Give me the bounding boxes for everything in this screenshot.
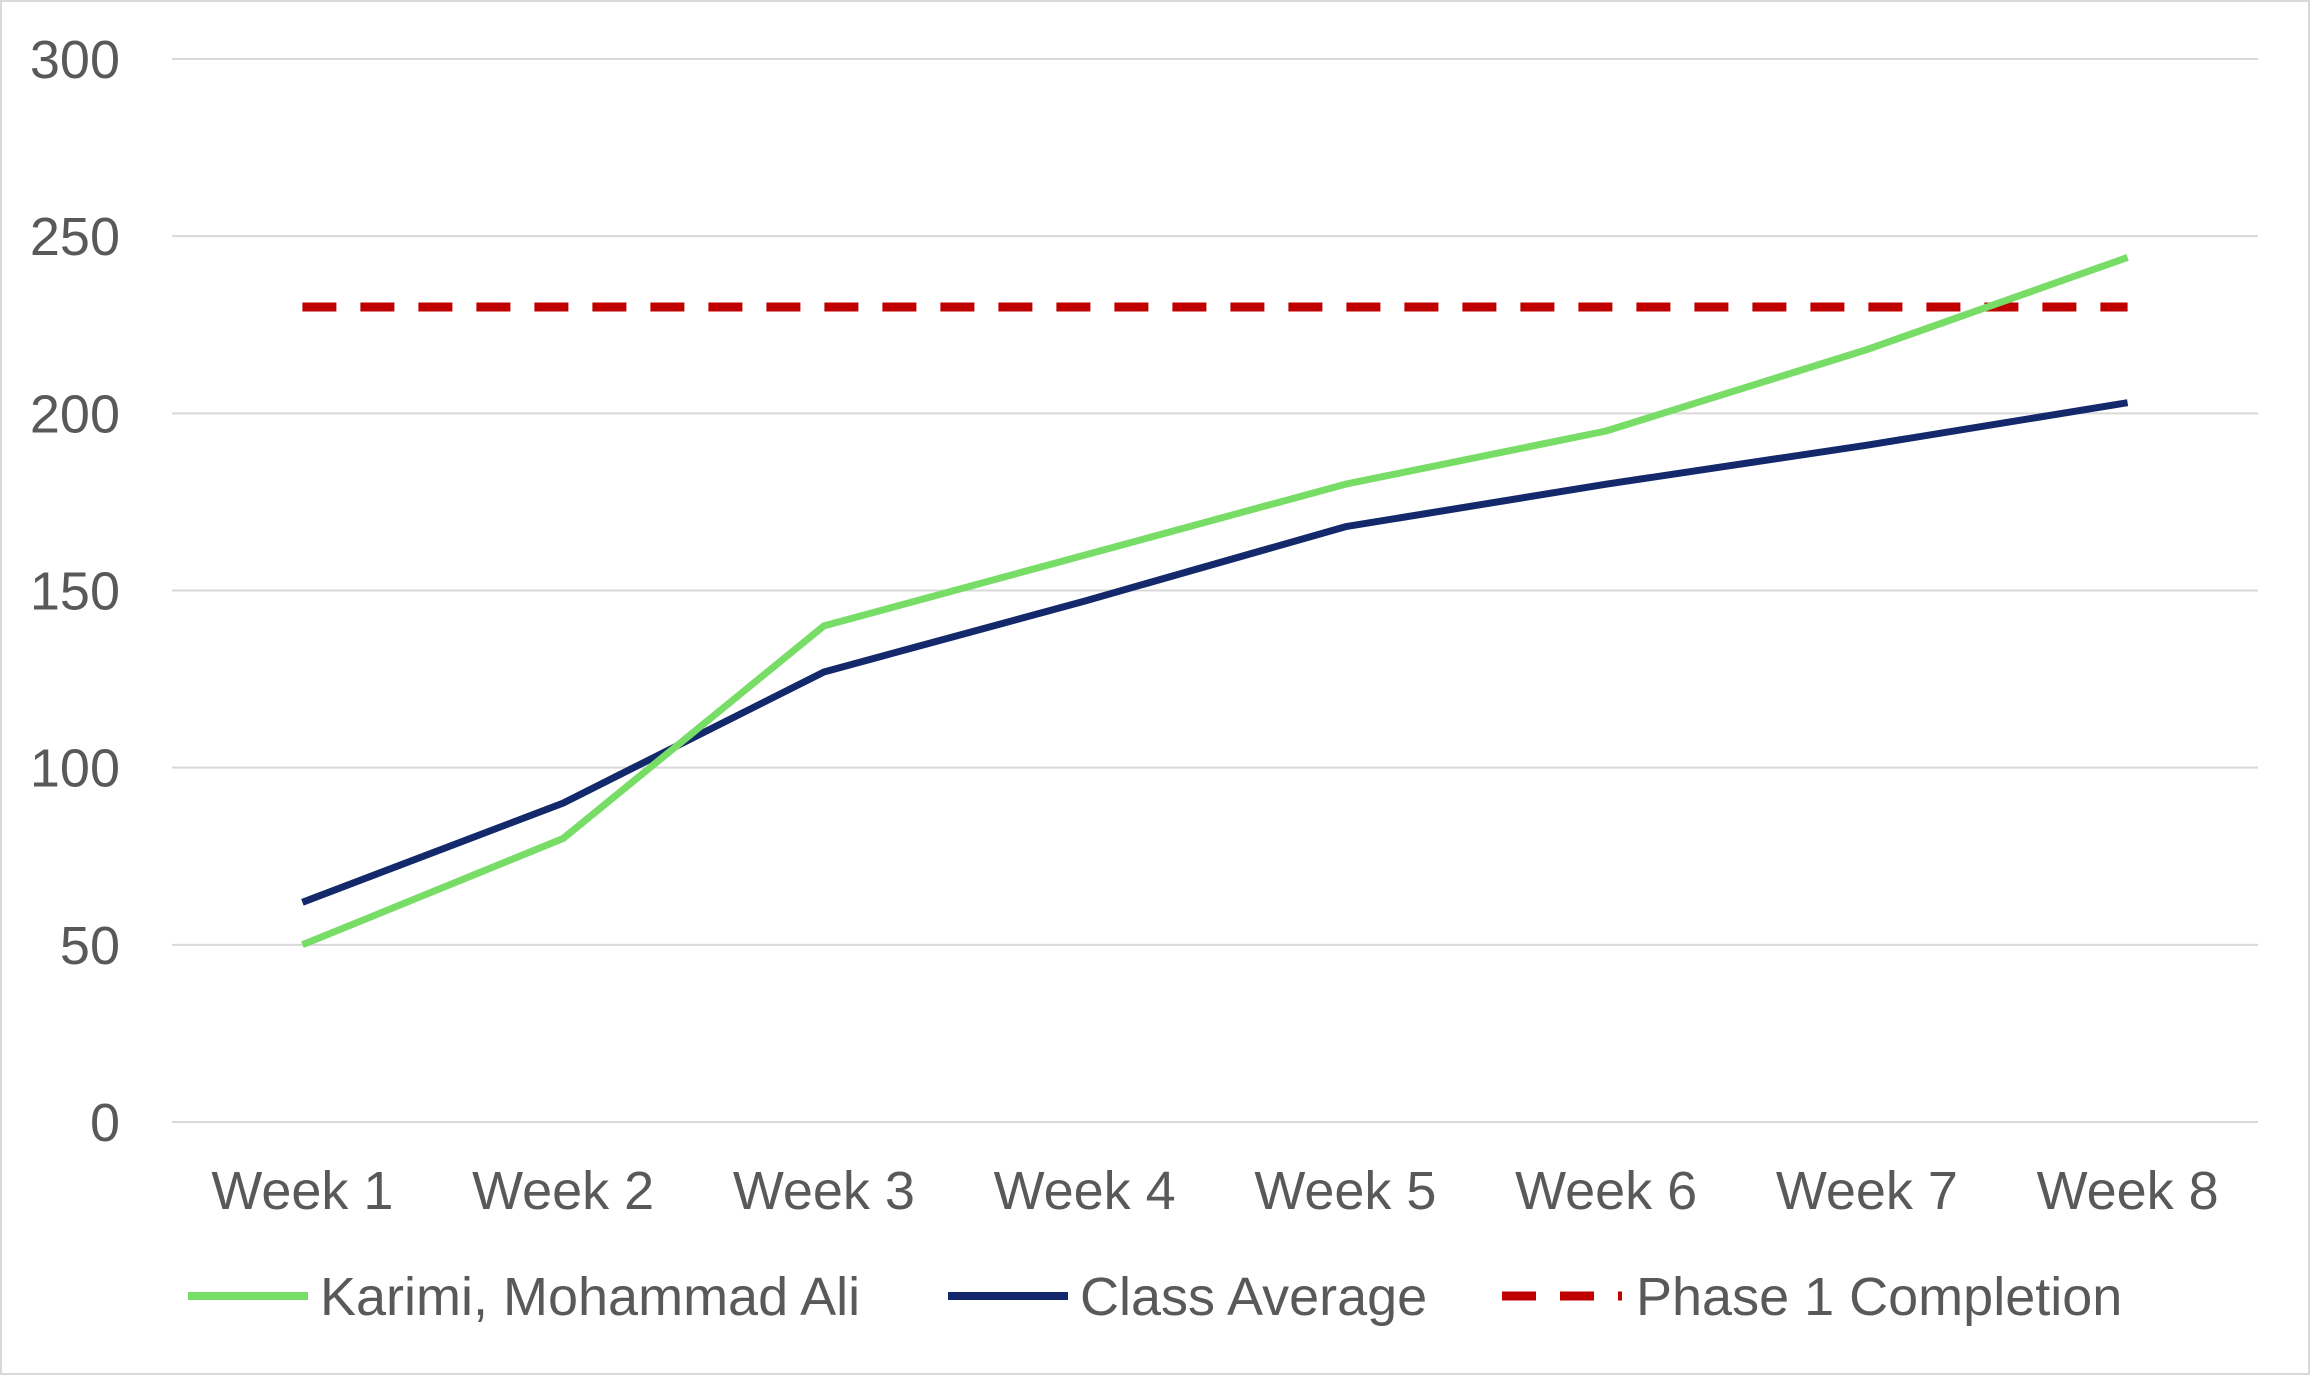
series-line-class-average — [301, 399, 2129, 906]
y-tick-label: 100 — [30, 739, 120, 799]
legend-label: Karimi, Mohammad Ali — [320, 1267, 860, 1327]
legend-item: Class Average — [948, 1267, 1427, 1327]
legend-item: Phase 1 Completion — [1502, 1267, 2122, 1327]
y-tick-label: 250 — [30, 207, 120, 267]
y-tick-label: 50 — [60, 916, 120, 976]
gridlines — [172, 58, 2258, 1123]
legend-label: Class Average — [1080, 1267, 1427, 1327]
legend: Karimi, Mohammad Ali Class Average Phase 1… — [188, 1267, 2122, 1327]
legend-item: Karimi, Mohammad Ali — [188, 1267, 860, 1327]
legend-label: Phase 1 Completion — [1636, 1267, 2122, 1327]
y-tick-label: 200 — [30, 384, 120, 444]
x-tick-label: Week 2 — [472, 1161, 654, 1221]
y-tick-label: 150 — [30, 562, 120, 622]
series-line-karimi-mohammad-ali — [301, 254, 2129, 949]
x-tick-label: Week 1 — [211, 1161, 393, 1221]
x-tick-label: Week 5 — [1254, 1161, 1436, 1221]
x-tick-label: Week 8 — [2037, 1161, 2219, 1221]
x-tick-label: Week 4 — [994, 1161, 1176, 1221]
x-tick-label: Week 3 — [733, 1161, 915, 1221]
x-tick-label: Week 7 — [1776, 1161, 1958, 1221]
series-lines — [301, 254, 2129, 949]
y-tick-label: 300 — [30, 30, 120, 90]
y-axis-tick-labels: 0 50 100 150 200 250 300 — [30, 30, 120, 1153]
x-tick-label: Week 6 — [1515, 1161, 1697, 1221]
x-axis-tick-labels: Week 1 Week 2 Week 3 Week 4 Week 5 Week 6 Week… — [211, 1161, 2218, 1221]
y-tick-label: 0 — [90, 1093, 120, 1153]
